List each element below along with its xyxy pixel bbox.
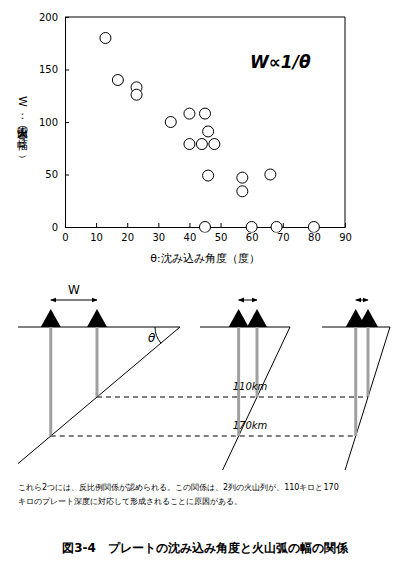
slab — [345, 327, 390, 470]
y-tick: 0 — [52, 222, 69, 233]
width-label: W — [68, 283, 80, 297]
figure-title: 図3-4 プレートの沈み込み角度と火山弧の幅の関係 — [62, 541, 349, 555]
slab — [18, 327, 180, 464]
depth-line — [51, 436, 356, 437]
figure: 0 10 20 30 40 50 60 70 80 90 0 50 100 150 200 W∝1/θ θ:沈み… — [0, 0, 410, 570]
point — [246, 222, 257, 233]
volcano — [346, 309, 366, 327]
magma-path — [49, 327, 52, 436]
point — [184, 139, 195, 150]
y-axis: 0 50 100 150 200 — [39, 12, 69, 233]
width-arrow — [356, 300, 368, 301]
point — [131, 89, 142, 100]
depth-label: 170km — [233, 420, 268, 431]
point — [203, 126, 214, 137]
point — [112, 75, 123, 86]
volcano — [229, 309, 249, 327]
frame-right — [345, 17, 346, 227]
point — [209, 139, 220, 150]
y-tick-mark — [65, 175, 69, 176]
slab — [223, 327, 290, 470]
y-tick-label: 0 — [52, 222, 58, 233]
x-tick-label: 40 — [184, 232, 197, 243]
point — [203, 170, 214, 181]
x-tick-mark — [345, 223, 346, 227]
x-axis-title: θ:沈み込み角度（度） — [150, 252, 259, 265]
width-arrow — [239, 300, 257, 301]
x-tick-label: 0 — [62, 232, 68, 243]
x-tick-label: 20 — [121, 232, 134, 243]
x-tick-label: 30 — [152, 232, 165, 243]
y-axis-title: W：火山弧の幅（km） — [16, 96, 29, 158]
point — [196, 139, 207, 150]
magma-path — [354, 327, 357, 436]
y-tick: 200 — [39, 12, 69, 23]
point — [308, 222, 319, 233]
caption-line: キロのプレート深度に対応して形成されることに原因がある。 — [18, 497, 242, 506]
point — [271, 222, 282, 233]
x-tick-label: 10 — [90, 232, 103, 243]
y-tick: 100 — [39, 117, 69, 128]
magma-path — [367, 327, 370, 397]
point — [100, 33, 111, 44]
width-arrow — [51, 300, 97, 301]
annotation: W∝1/θ — [250, 52, 311, 72]
x-tick: 90 — [339, 223, 352, 243]
caption-line: これら2つには、反比例関係が認められる。この関係は、2列の火山列が、110キロと… — [18, 483, 339, 492]
x-tick-mark — [189, 223, 190, 227]
diagram: Wθ 110km 170km — [18, 283, 390, 470]
y-tick-mark — [65, 70, 69, 71]
point — [184, 108, 195, 119]
y-tick-mark — [65, 17, 69, 18]
x-tick-label: 70 — [277, 232, 290, 243]
x-tick-label: 90 — [339, 232, 352, 243]
point — [200, 108, 211, 119]
volcano — [41, 309, 61, 327]
y-axis-line — [66, 18, 70, 228]
x-tick: 20 — [121, 223, 134, 243]
depth-line — [97, 397, 368, 398]
depth-label: 110km — [233, 381, 268, 392]
x-tick: 10 — [90, 223, 103, 243]
points — [100, 33, 319, 233]
y-tick: 50 — [45, 169, 69, 180]
x-tick-mark — [127, 223, 128, 227]
point — [237, 172, 248, 183]
point — [165, 117, 176, 128]
x-tick-label: 50 — [215, 232, 228, 243]
x-tick-mark — [158, 223, 159, 227]
volcano — [247, 309, 267, 327]
x-tick-mark — [96, 223, 97, 227]
y-tick-label: 150 — [39, 64, 58, 75]
x-tick: 50 — [215, 223, 228, 243]
point — [237, 186, 248, 197]
y-tick: 150 — [39, 64, 69, 75]
x-tick-mark — [221, 223, 222, 227]
x-tick: 30 — [152, 223, 165, 243]
y-tick-mark — [65, 122, 69, 123]
y-tick-mark — [65, 227, 69, 228]
x-tick-label: 80 — [308, 232, 321, 243]
angle-arc — [155, 327, 161, 343]
point — [200, 222, 211, 233]
y-tick-label: 200 — [39, 12, 58, 23]
point — [265, 169, 276, 180]
x-tick: 40 — [184, 223, 197, 243]
x-tick-label: 60 — [246, 232, 259, 243]
y-tick-label: 50 — [45, 169, 58, 180]
volcano — [87, 309, 107, 327]
angle-label: θ — [148, 331, 156, 345]
magma-path — [96, 327, 99, 397]
y-tick-label: 100 — [39, 117, 58, 128]
x-tick-mark — [283, 223, 284, 227]
frame-top — [65, 17, 345, 18]
